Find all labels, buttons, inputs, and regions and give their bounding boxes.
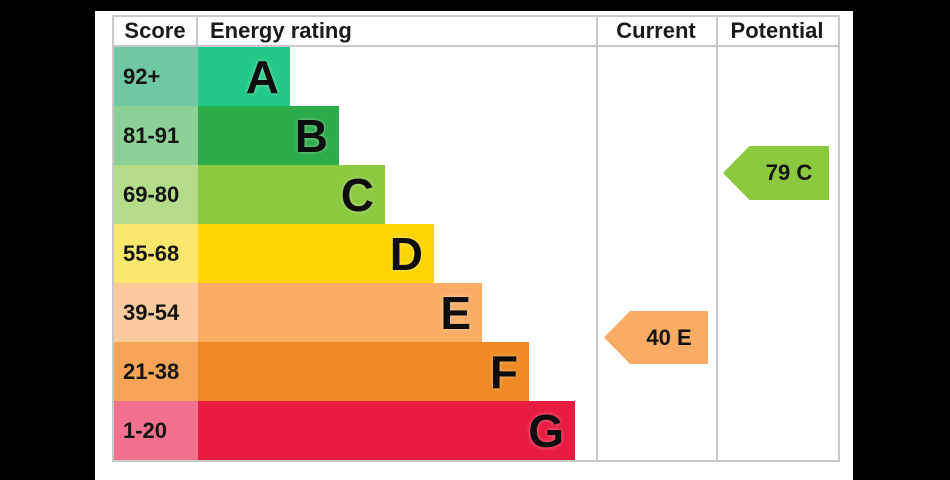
rating-table: Score Energy rating Current Potential 92… (112, 15, 840, 462)
current-column-left-divider (596, 17, 598, 460)
score-cell-g: 1-20 (114, 401, 198, 460)
band-letter-g: G (528, 404, 564, 457)
chart-panel: Score Energy rating Current Potential 92… (95, 11, 853, 480)
band-row-d: 55-68 D (114, 224, 838, 283)
rating-bar-b: B (198, 106, 339, 165)
band-row-g: 1-20 G (114, 401, 838, 460)
rating-bar-g: G (198, 401, 575, 460)
score-cell-f: 21-38 (114, 342, 198, 401)
band-letter-c: C (340, 168, 374, 221)
rating-bar-a: A (198, 47, 290, 106)
score-cell-a: 92+ (114, 47, 198, 106)
table-header: Score Energy rating Current Potential (114, 17, 838, 47)
current-column-header: Current (616, 18, 696, 43)
band-row-f: 21-38 F (114, 342, 838, 401)
score-cell-e: 39-54 (114, 283, 198, 342)
score-column-header: Score (114, 17, 198, 45)
band-letter-b: B (294, 109, 328, 162)
band-letter-d: D (389, 227, 423, 280)
score-cell-b: 81-91 (114, 106, 198, 165)
rating-bar-e: E (198, 283, 482, 342)
rating-bar-c: C (198, 165, 385, 224)
potential-column-header: Potential (730, 18, 824, 43)
rating-bar-f: F (198, 342, 529, 401)
score-cell-d: 55-68 (114, 224, 198, 283)
band-letter-a: A (245, 50, 279, 103)
score-cell-c: 69-80 (114, 165, 198, 224)
band-row-b: 81-91 B (114, 106, 838, 165)
energy-rating-column-header: Energy rating (210, 18, 352, 43)
band-letter-e: E (440, 286, 471, 339)
potential-column-left-divider (716, 17, 718, 460)
band-rows: 92+ A 81-91 B 69-80 C 55-68 D 39-54 E 21-38 F 1-20 G (114, 47, 838, 460)
band-letter-f: F (489, 345, 518, 398)
band-row-e: 39-54 E (114, 283, 838, 342)
potential-rating-arrow: 79 C (723, 146, 829, 200)
current-rating-label: 40 E (646, 324, 692, 350)
potential-rating-label: 79 C (765, 160, 813, 185)
band-row-a: 92+ A (114, 47, 838, 106)
rating-bar-d: D (198, 224, 434, 283)
band-row-c: 69-80 C (114, 165, 838, 224)
